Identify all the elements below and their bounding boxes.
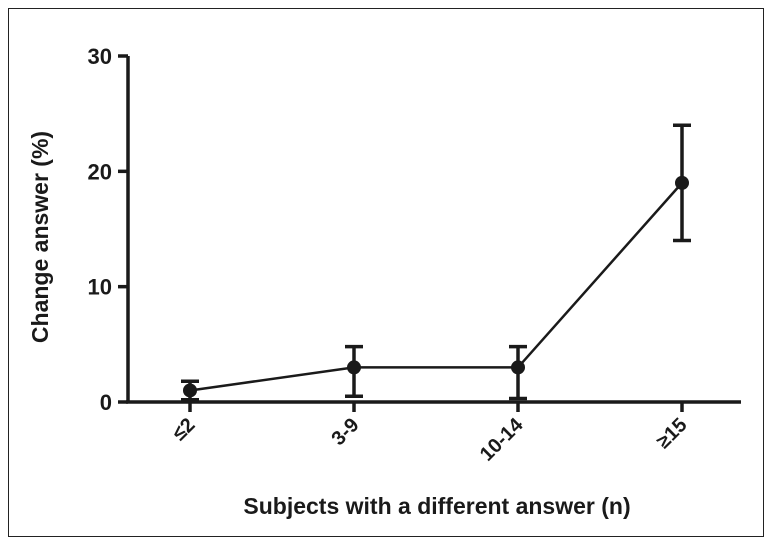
y-axis-label: Change answer (%) (27, 131, 53, 343)
data-point (183, 383, 197, 398)
data-point (675, 175, 689, 190)
x-tick-label: 10-14 (476, 413, 528, 465)
y-tick-label: 20 (88, 159, 112, 184)
data-point (347, 360, 361, 375)
y-tick-label: 0 (100, 390, 112, 415)
y-ticks: 0 10 20 30 (88, 44, 128, 415)
data-point (511, 360, 525, 375)
figure-frame: 0 10 20 30 ≤2 3-9 10-14 ≥15 Change answer (%) … (8, 8, 764, 537)
series-group (181, 123, 691, 402)
y-tick-label: 30 (88, 44, 112, 69)
x-tick-label: ≥15 (652, 414, 691, 453)
x-tick-label: ≤2 (168, 414, 199, 445)
x-ticks: ≤2 3-9 10-14 ≥15 (168, 402, 692, 466)
axes (126, 56, 741, 404)
series-line (189, 182, 683, 392)
y-tick-label: 10 (88, 275, 112, 300)
x-axis-label: Subjects with a different answer (n) (243, 493, 630, 519)
x-tick-label: 3-9 (328, 414, 364, 450)
